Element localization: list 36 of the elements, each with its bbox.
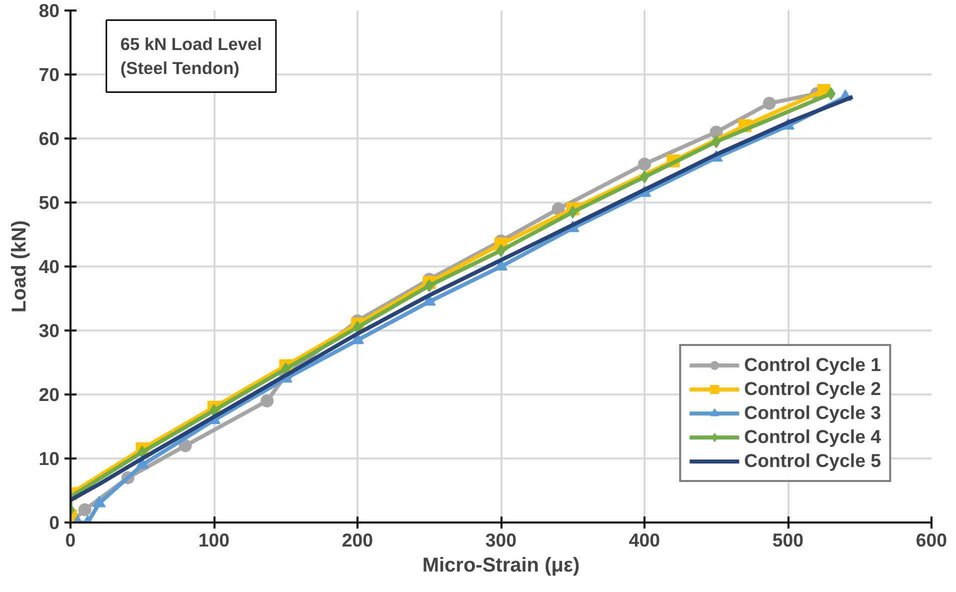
y-axis-title: Load (kN) bbox=[8, 220, 31, 313]
x-tick-label: 0 bbox=[65, 530, 76, 550]
point bbox=[762, 96, 776, 110]
y-tick-label: 50 bbox=[38, 192, 60, 213]
y-tick-label: 0 bbox=[49, 512, 60, 533]
x-tick-label: 300 bbox=[485, 530, 517, 550]
point bbox=[712, 135, 721, 148]
x-tick-label: 600 bbox=[916, 530, 948, 550]
annotation: 65 kN Load Level (Steel Tendon) bbox=[120, 34, 262, 78]
x-tick-label: 200 bbox=[342, 530, 374, 550]
y-tick-label: 40 bbox=[38, 256, 60, 277]
y-tick-label: 10 bbox=[38, 448, 60, 469]
legend-label: Control Cycle 2 bbox=[744, 378, 881, 400]
point bbox=[138, 446, 147, 459]
legend-label: Control Cycle 3 bbox=[744, 402, 881, 424]
point bbox=[424, 279, 434, 292]
y-tick-label: 70 bbox=[38, 64, 60, 85]
legend-label: Control Cycle 5 bbox=[744, 450, 881, 472]
x-axis-title: Micro-Strain (με) bbox=[422, 554, 580, 576]
point bbox=[552, 202, 565, 216]
y-tick-label: 60 bbox=[38, 128, 60, 149]
y-tick-label: 80 bbox=[38, 0, 60, 21]
x-tick-label: 100 bbox=[198, 530, 230, 550]
point bbox=[826, 87, 836, 100]
point bbox=[281, 362, 290, 376]
legend-label: Control Cycle 4 bbox=[744, 426, 881, 448]
y-tick-label: 20 bbox=[38, 384, 60, 405]
point bbox=[178, 439, 192, 452]
point bbox=[568, 206, 578, 219]
x-tick-label: 500 bbox=[772, 530, 804, 550]
y-tick-label: 30 bbox=[38, 320, 60, 341]
point bbox=[260, 394, 274, 408]
legend-label: Control Cycle 1 bbox=[744, 354, 881, 376]
point bbox=[638, 158, 651, 171]
x-tick-label: 400 bbox=[628, 530, 660, 550]
point bbox=[78, 503, 92, 516]
